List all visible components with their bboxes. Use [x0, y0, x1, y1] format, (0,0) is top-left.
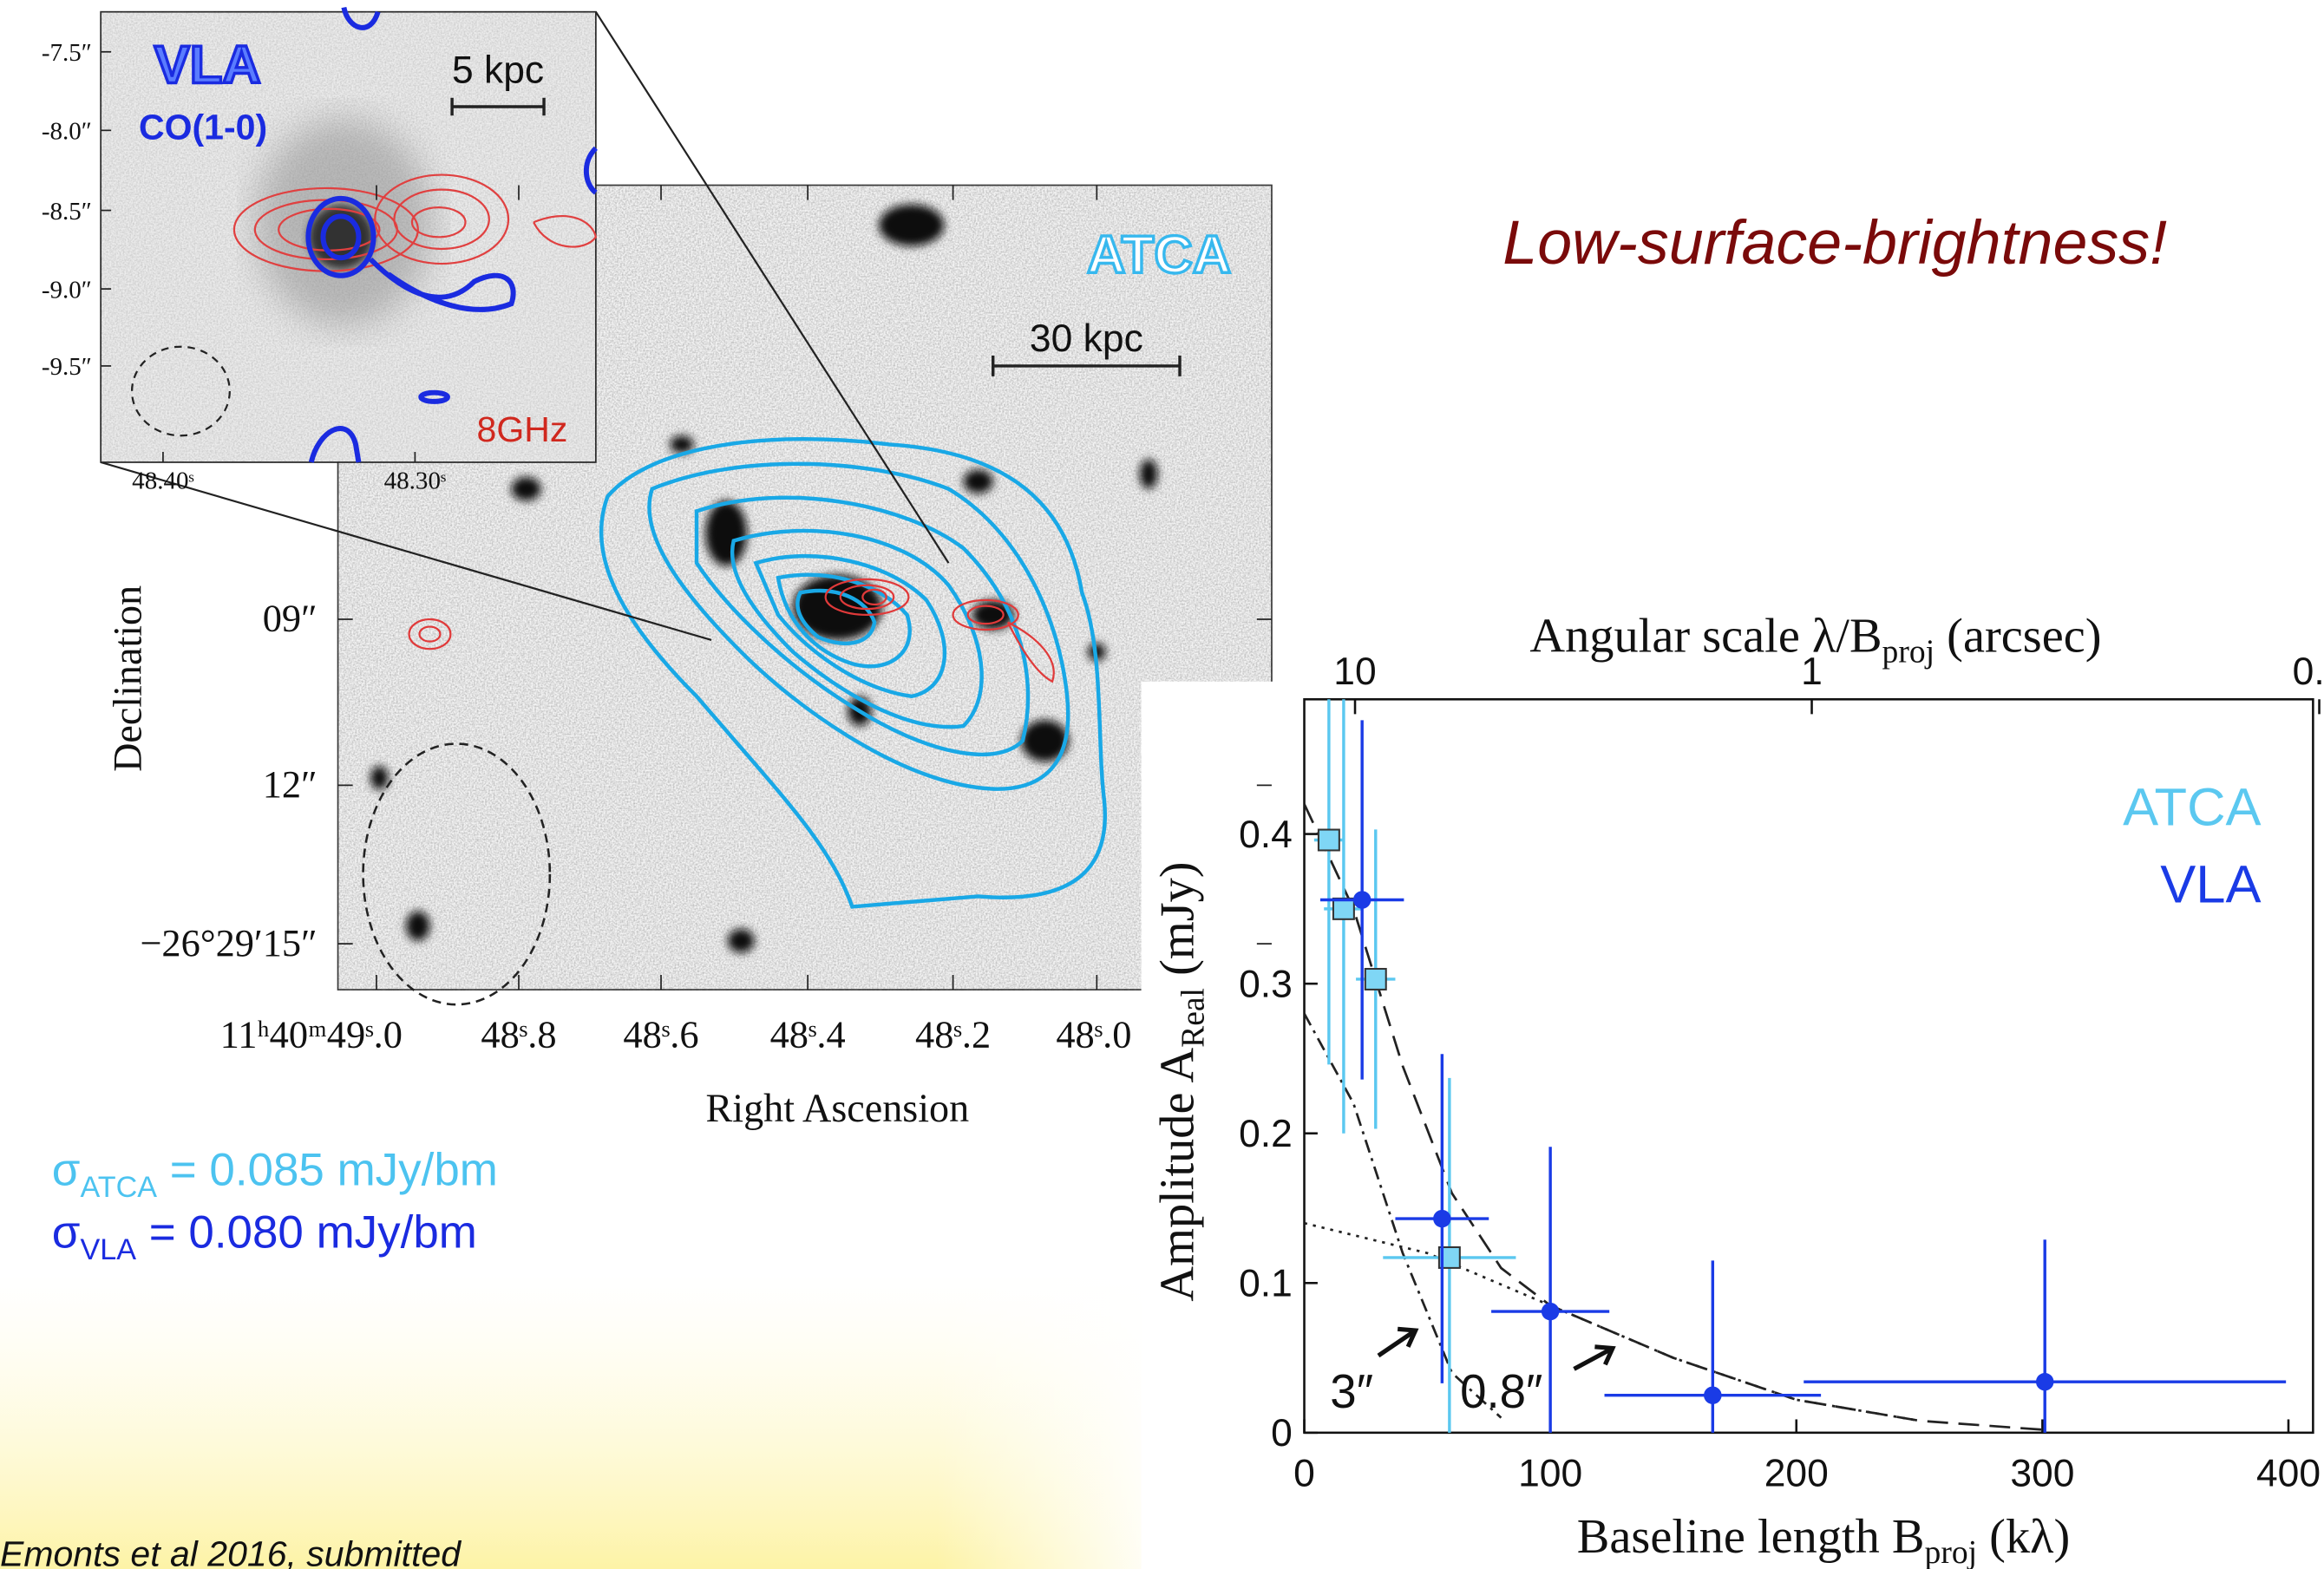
zoom-line: [594, 11, 950, 564]
x2-axis-label-text: Angular scale λ/B: [1529, 610, 1882, 664]
host-core: [308, 204, 374, 270]
citation: Emonts et al 2016, submitted: [0, 1534, 462, 1569]
inset-dec-label: -8.5″: [42, 198, 92, 226]
ra-tick-label: 48ˢ.2: [915, 1013, 991, 1056]
inset-ra-label: 48.40ˢ: [132, 467, 194, 495]
plot-frame: [1303, 697, 2314, 1435]
x2-tick-label: 1: [1801, 650, 1823, 693]
ra-tick-label: 11ʰ40ᵐ49ˢ.0: [220, 1013, 403, 1056]
inset-beam: [130, 345, 231, 437]
ra-tick-label: 48ˢ.0: [1056, 1013, 1131, 1056]
annotation-arrow: [1377, 1328, 1417, 1358]
inset: 5 kpc VLA CO(1-0) 8GHz: [100, 6, 599, 463]
sigma-symbol: σ: [52, 1206, 81, 1258]
beam: [362, 742, 552, 1006]
x-tick-label: 400: [2256, 1452, 2321, 1494]
y-tick-label: 0: [1271, 1412, 1293, 1455]
inset-radio-label: 8GHz: [477, 409, 568, 449]
model-curve: [1304, 1013, 1502, 1419]
y-tick-label: 0.1: [1239, 1263, 1293, 1305]
dec-tick-label: −26°29′15″: [140, 921, 317, 964]
y-tick-label: 0.3: [1239, 964, 1293, 1006]
x-tick-label: 300: [2010, 1452, 2074, 1494]
annotation-arrow: [1573, 1346, 1614, 1371]
x2-axis-label: Angular scale λ/Bproj (arcsec): [1529, 610, 2101, 670]
marker: [1541, 1302, 1560, 1321]
x2-axis-label-tail: (arcsec): [1934, 610, 2101, 664]
inset-dec-label: -8.0″: [42, 118, 92, 146]
x2-tick-label: 10: [1333, 650, 1376, 693]
marker: [1317, 828, 1340, 852]
dec-tick-label: 09″: [263, 597, 318, 640]
marker: [1437, 1245, 1461, 1269]
inset-co: [305, 6, 599, 463]
marker: [1364, 967, 1387, 990]
image-x-label: Right Ascension: [706, 1086, 970, 1130]
marker: [1433, 1209, 1451, 1228]
sigma-text: = 0.080 mJy/bm: [136, 1206, 477, 1258]
x-tick-label: 0: [1293, 1452, 1315, 1494]
x-axis-label-tail: (kλ): [1977, 1510, 2070, 1564]
dec-tick-label: 12″: [263, 762, 318, 806]
inset-scale-label: 5 kpc: [452, 49, 544, 92]
background-fade: [0, 1274, 1171, 1569]
x-axis-label-text: Baseline length B: [1577, 1510, 1925, 1564]
y-tick-label: 0.4: [1239, 814, 1293, 856]
marker: [2035, 1372, 2054, 1391]
x2-tick-label: 0.5: [2293, 650, 2324, 693]
galaxies: [370, 204, 1158, 953]
y-axis-label: Amplitude AReal (mJy): [1150, 861, 1211, 1301]
y-tick-label: 0.2: [1239, 1113, 1293, 1155]
ra-tick-label: 48ˢ.8: [481, 1013, 556, 1056]
inset-dec-label: -9.5″: [42, 353, 92, 381]
radio-contours: [408, 578, 1055, 683]
sigma-line: σATCA = 0.085 mJy/bm: [52, 1145, 498, 1205]
sigma-sub: VLA: [80, 1233, 136, 1266]
sigma-text: = 0.085 mJy/bm: [157, 1145, 498, 1196]
ra-tick-label: 48ˢ.4: [770, 1013, 846, 1056]
sigma-symbol: σ: [52, 1145, 81, 1196]
marker: [1352, 891, 1371, 909]
ra-tick-label: 48ˢ.6: [623, 1013, 698, 1056]
zoom-line: [100, 461, 712, 642]
annotation: 3″: [1330, 1365, 1373, 1418]
image-y-label: Declination: [105, 585, 149, 772]
inset-dec-label: -7.5″: [42, 39, 92, 67]
image-label: ATCA: [1087, 225, 1231, 284]
annotation: 0.8″: [1460, 1365, 1542, 1418]
inset-ra-label: 48.30ˢ: [384, 467, 447, 495]
chart: 0 100 200 300 400 0 0.1 0.2 0.3 0.4 10 1 0.5 Baseline…: [1150, 610, 2324, 1569]
scale-bar-label: 30 kpc: [1030, 317, 1143, 360]
marker: [1332, 897, 1355, 920]
legend-entry: ATCA: [2123, 777, 2261, 837]
model-curve: [1304, 1221, 1920, 1422]
x-axis-label-sub: proj: [1925, 1535, 1978, 1569]
inset-dec-label: -9.0″: [42, 276, 92, 304]
inset-label: VLA: [154, 36, 261, 95]
inset-line: CO(1-0): [139, 108, 267, 147]
y-axis-label-tail: (mJy): [1150, 861, 1204, 988]
sigma-sub: ATCA: [80, 1171, 157, 1204]
x2-axis-label-sub: proj: [1882, 635, 1935, 670]
x-tick-label: 200: [1764, 1452, 1829, 1494]
legend-entry: VLA: [2160, 854, 2261, 914]
y-axis-label-text: Amplitude A: [1150, 1048, 1204, 1302]
headline: Low-surface-brightness!: [1502, 208, 2167, 278]
x-tick-label: 100: [1518, 1452, 1582, 1494]
annotation-arrowhead: [1397, 1326, 1419, 1348]
y-axis-label-sub: Real: [1175, 988, 1211, 1048]
marker: [1704, 1386, 1722, 1404]
x-axis-label: Baseline length Bproj (kλ): [1577, 1510, 2070, 1569]
sigma-line: σVLA = 0.080 mJy/bm: [52, 1206, 477, 1266]
atca-contours: [599, 437, 1107, 909]
annotation-arrowhead: [1594, 1344, 1616, 1366]
